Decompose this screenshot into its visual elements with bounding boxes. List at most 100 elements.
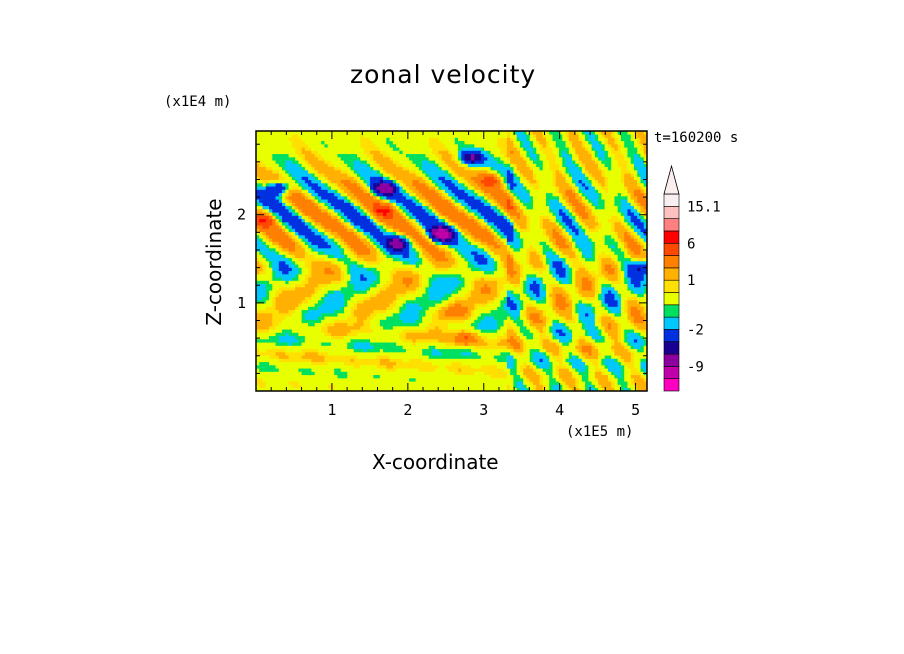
field-cell — [559, 270, 563, 275]
field-cell — [278, 309, 283, 314]
field-cell — [620, 296, 625, 301]
field-cell — [474, 261, 478, 265]
field-cell — [500, 345, 504, 350]
field-cell — [633, 326, 638, 330]
field-cell — [461, 316, 465, 320]
field-cell — [575, 365, 579, 369]
field-cell — [601, 296, 605, 301]
field-cell — [542, 283, 547, 288]
field-cell — [360, 326, 364, 330]
field-cell — [337, 287, 342, 291]
field-cell — [422, 326, 426, 330]
field-cell — [585, 280, 589, 285]
field-cell — [389, 264, 394, 268]
field-cell — [506, 270, 511, 275]
field-cell — [624, 313, 628, 317]
field-cell — [278, 358, 283, 363]
field-cell — [471, 306, 475, 311]
field-cell — [327, 306, 332, 311]
field-cell — [640, 335, 645, 340]
field-cell — [330, 319, 335, 324]
field-cell — [357, 290, 361, 294]
field-cell — [640, 332, 645, 337]
field-cell — [565, 368, 570, 372]
field-cell — [324, 368, 328, 372]
field-cell — [435, 319, 439, 324]
field-cell — [572, 277, 576, 281]
field-cell — [376, 313, 381, 317]
field-cell — [448, 384, 452, 389]
field-cell — [353, 387, 358, 391]
field-cell — [510, 358, 514, 363]
field-cell — [555, 345, 560, 350]
field-cell — [278, 306, 283, 311]
field-cell — [321, 345, 325, 350]
field-cell — [614, 306, 618, 311]
field-cell — [585, 339, 589, 343]
field-cell — [269, 280, 273, 285]
field-cell — [526, 296, 530, 301]
field-cell — [536, 293, 540, 298]
field-cell — [588, 309, 592, 314]
field-cell — [350, 335, 355, 340]
field-cell — [467, 254, 472, 259]
field-cell — [259, 384, 263, 389]
field-cell — [412, 371, 416, 376]
field-cell — [640, 374, 645, 379]
field-cell — [516, 313, 521, 317]
field-cell — [578, 381, 583, 385]
field-cell — [555, 264, 560, 268]
field-cell — [575, 316, 579, 320]
field-cell — [428, 329, 433, 333]
field-cell — [363, 345, 368, 350]
field-cell — [409, 270, 413, 275]
field-cell — [304, 319, 309, 324]
field-cell — [379, 322, 384, 327]
field-cell — [640, 348, 645, 353]
field-cell — [545, 280, 550, 285]
field-cell — [591, 293, 596, 298]
field-cell — [334, 381, 338, 385]
field-cell — [366, 355, 371, 359]
field-cell — [418, 257, 423, 262]
field-cell — [477, 267, 482, 272]
field-cell — [480, 329, 485, 333]
field-cell — [415, 287, 420, 291]
field-cell — [402, 358, 407, 363]
field-cell — [360, 319, 364, 324]
field-cell — [370, 254, 374, 259]
field-cell — [474, 342, 478, 346]
field-cell — [431, 339, 436, 343]
field-cell — [448, 339, 452, 343]
field-cell — [288, 358, 293, 363]
field-cell — [627, 274, 632, 278]
field-cell — [578, 280, 583, 285]
field-cell — [451, 361, 456, 366]
field-cell — [536, 355, 540, 359]
field-cell — [444, 374, 449, 379]
field-cell — [454, 342, 459, 346]
field-cell — [565, 267, 570, 272]
field-cell — [379, 358, 384, 363]
field-cell — [519, 277, 524, 281]
field-cell — [422, 329, 426, 333]
field-cell — [278, 264, 283, 268]
field-cell — [291, 313, 296, 317]
field-cell — [441, 381, 446, 385]
field-cell — [565, 293, 570, 298]
field-cell — [409, 352, 413, 356]
field-cell — [405, 342, 410, 346]
field-cell — [506, 326, 511, 330]
field-cell — [640, 378, 645, 382]
field-cell — [640, 387, 645, 391]
field-cell — [568, 355, 573, 359]
field-cell — [425, 355, 429, 359]
field-cell — [497, 287, 501, 291]
field-cell — [585, 274, 589, 278]
field-cell — [542, 358, 547, 363]
field-cell — [643, 342, 647, 346]
field-cell — [337, 335, 342, 340]
field-cell — [425, 267, 429, 272]
field-cell — [337, 371, 342, 376]
field-cell — [438, 303, 443, 307]
